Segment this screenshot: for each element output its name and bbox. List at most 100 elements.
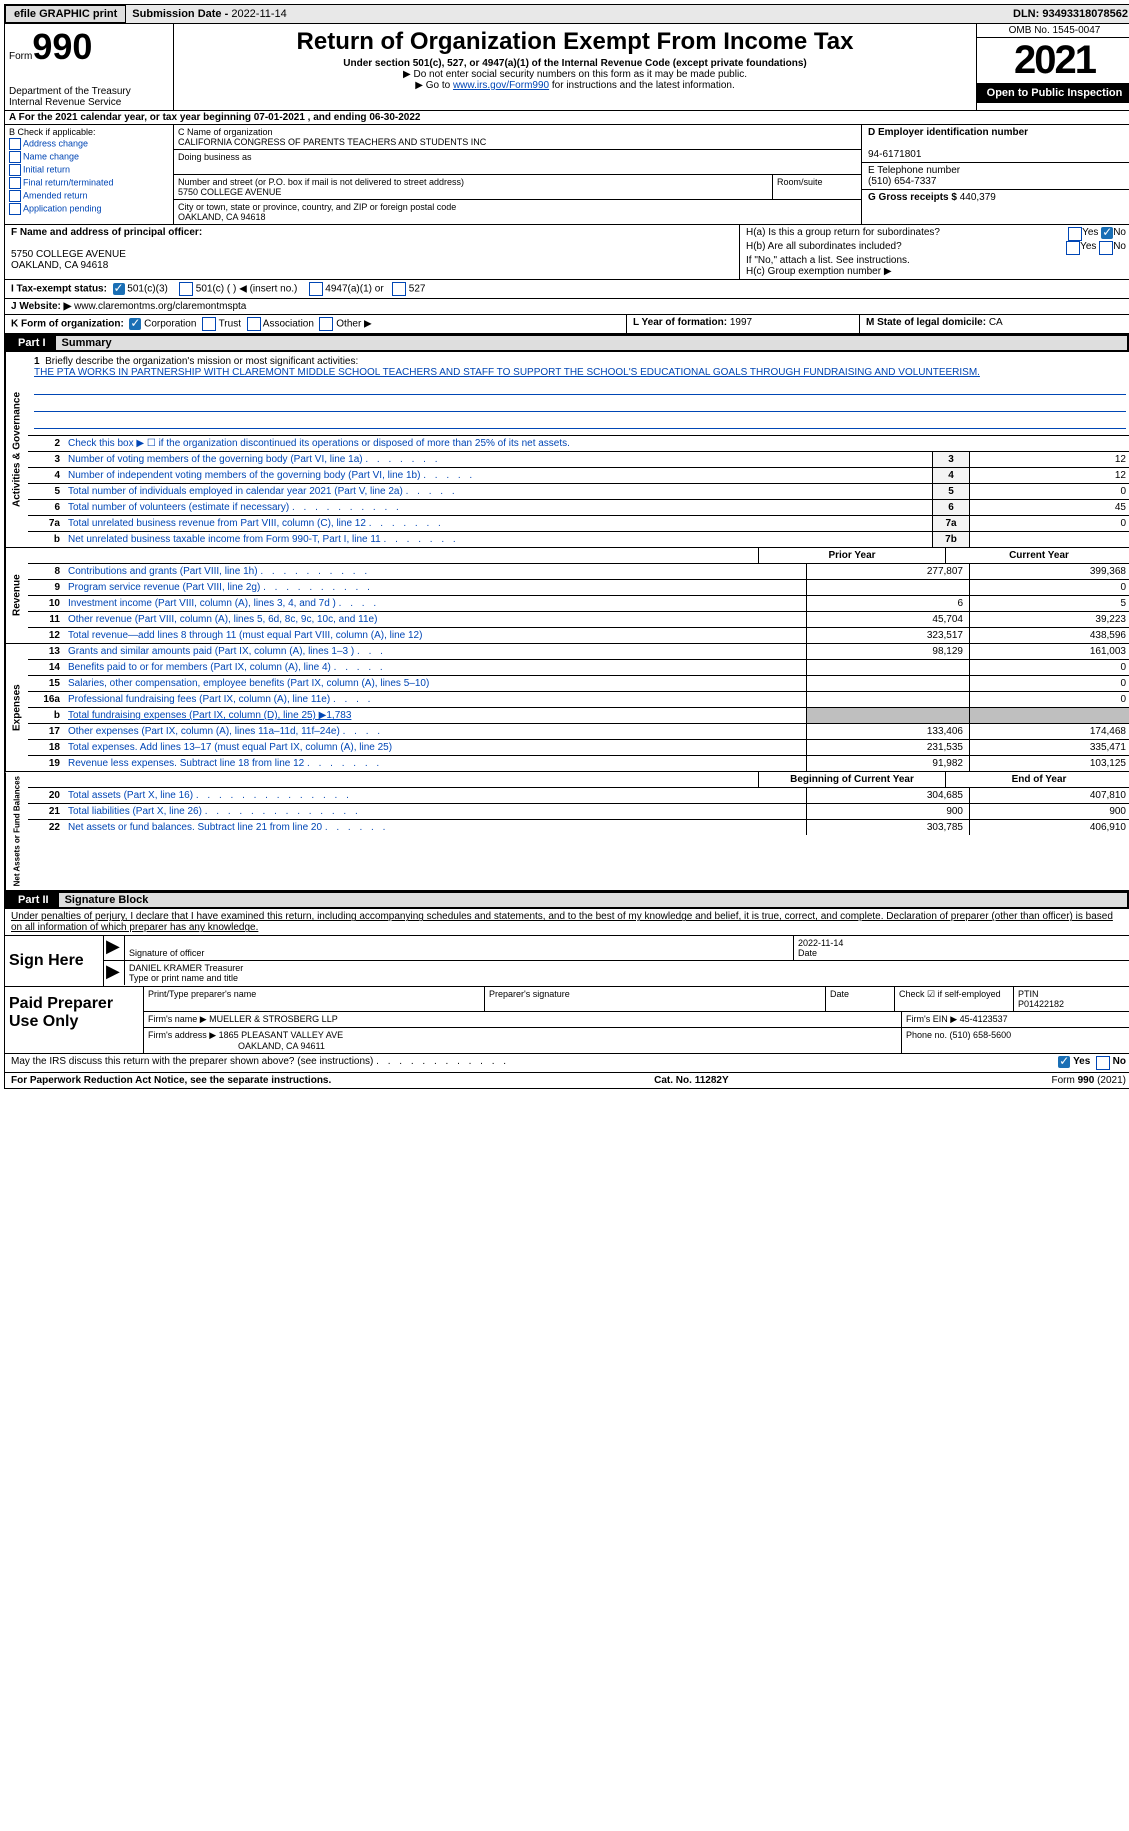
row-j-website: J Website: ▶ www.claremontms.org/claremo… xyxy=(4,299,1129,315)
cell-value: 900 xyxy=(969,804,1129,819)
value-line6: 45 xyxy=(969,500,1129,515)
col-h-group: H(a) Is this a group return for subordin… xyxy=(740,225,1129,279)
ptin-value: P01422182 xyxy=(1018,999,1064,1009)
value-line3: 12 xyxy=(969,452,1129,467)
cell-value: 900 xyxy=(806,804,969,819)
header-right: OMB No. 1545-0047 2021 Open to Public In… xyxy=(976,24,1129,110)
col-f-officer: F Name and address of principal officer:… xyxy=(5,225,740,279)
checkbox-icon[interactable] xyxy=(1096,1056,1110,1070)
cell-value: 0 xyxy=(969,580,1129,595)
officer-name: DANIEL KRAMER Treasurer xyxy=(129,963,243,973)
col-b-checkboxes: B Check if applicable: Address change Na… xyxy=(5,125,174,224)
value-line7a: 0 xyxy=(969,516,1129,531)
cell-value: 335,471 xyxy=(969,740,1129,755)
phone-value: (510) 654-7337 xyxy=(868,176,936,187)
cell-value: 161,003 xyxy=(969,644,1129,659)
checkbox-icon[interactable] xyxy=(9,203,21,215)
department: Department of the Treasury Internal Reve… xyxy=(9,86,169,108)
cell-value xyxy=(806,660,969,675)
cell-value: 399,368 xyxy=(969,564,1129,579)
checkbox-checked-icon[interactable] xyxy=(113,283,125,295)
checkbox-icon[interactable] xyxy=(9,177,21,189)
checkbox-icon[interactable] xyxy=(1099,241,1113,255)
checkbox-icon[interactable] xyxy=(319,317,333,331)
cell-value: 0 xyxy=(969,692,1129,707)
cell-value: 231,535 xyxy=(806,740,969,755)
checkbox-icon[interactable] xyxy=(309,282,323,296)
top-bar: efile GRAPHIC print Submission Date - 20… xyxy=(4,4,1129,24)
firm-address: 1865 PLEASANT VALLEY AVE xyxy=(219,1030,343,1040)
org-address: 5750 COLLEGE AVENUE xyxy=(178,187,768,197)
header-left: Form990 Department of the Treasury Inter… xyxy=(5,24,174,110)
cell-value: 103,125 xyxy=(969,756,1129,771)
cell-value: 91,982 xyxy=(806,756,969,771)
cell-value: 98,129 xyxy=(806,644,969,659)
row-fh: F Name and address of principal officer:… xyxy=(4,225,1129,280)
checkbox-icon[interactable] xyxy=(1068,227,1082,241)
cell-value: 0 xyxy=(969,660,1129,675)
cell-value: 174,468 xyxy=(969,724,1129,739)
cell-value: 407,810 xyxy=(969,788,1129,803)
part1-header: Part I Summary xyxy=(4,334,1129,352)
preparer-block: Paid Preparer Use Only Print/Type prepar… xyxy=(4,987,1129,1054)
cell-value xyxy=(806,580,969,595)
cell-value xyxy=(806,692,969,707)
row-i-tax-status: I Tax-exempt status: 501(c)(3) 501(c) ( … xyxy=(4,280,1129,299)
checkbox-icon[interactable] xyxy=(9,151,21,163)
website-value: www.claremontms.org/claremontmspta xyxy=(74,301,246,312)
cell-value: 438,596 xyxy=(969,628,1129,643)
side-label-governance: Activities & Governance xyxy=(5,352,28,547)
checkbox-icon[interactable] xyxy=(392,282,406,296)
cell-value: 323,517 xyxy=(806,628,969,643)
page-footer: For Paperwork Reduction Act Notice, see … xyxy=(4,1073,1129,1089)
irs-link[interactable]: www.irs.gov/Form990 xyxy=(453,80,549,91)
cell-value xyxy=(806,676,969,691)
cell-value: 304,685 xyxy=(806,788,969,803)
gross-receipts: 440,379 xyxy=(960,192,996,203)
part2-header: Part II Signature Block xyxy=(4,891,1129,909)
firm-ein: 45-4123537 xyxy=(960,1014,1008,1024)
submission-date: Submission Date - 2022-11-14 xyxy=(128,6,1009,22)
cell-value: 0 xyxy=(969,676,1129,691)
open-to-public: Open to Public Inspection xyxy=(977,83,1129,103)
checkbox-icon[interactable] xyxy=(9,190,21,202)
summary-net-assets: Net Assets or Fund Balances Beginning of… xyxy=(4,772,1129,891)
cell-value: 303,785 xyxy=(806,820,969,835)
checkbox-icon[interactable] xyxy=(9,164,21,176)
checkbox-icon[interactable] xyxy=(247,317,261,331)
row-klm: K Form of organization: Corporation Trus… xyxy=(4,315,1129,334)
checkbox-icon[interactable] xyxy=(179,282,193,296)
firm-phone: (510) 658-5600 xyxy=(950,1030,1012,1040)
gray-cell xyxy=(969,708,1129,723)
checkbox-icon[interactable] xyxy=(202,317,216,331)
side-label-expenses: Expenses xyxy=(5,644,28,771)
org-city: OAKLAND, CA 94618 xyxy=(178,212,857,222)
mission-line: 1 Briefly describe the organization's mi… xyxy=(28,352,1129,436)
checkbox-icon[interactable] xyxy=(1066,241,1080,255)
arrow-icon: ▶ xyxy=(104,936,124,960)
cell-value: 277,807 xyxy=(806,564,969,579)
omb-number: OMB No. 1545-0047 xyxy=(977,24,1129,38)
cell-value: 39,223 xyxy=(969,612,1129,627)
summary-revenue: Revenue Prior YearCurrent Year 8Contribu… xyxy=(4,548,1129,644)
sign-date: 2022-11-14 xyxy=(798,938,843,948)
row-a-tax-year: A For the 2021 calendar year, or tax yea… xyxy=(4,111,1129,125)
side-label-net-assets: Net Assets or Fund Balances xyxy=(5,772,28,890)
value-line5: 0 xyxy=(969,484,1129,499)
efile-button[interactable]: efile GRAPHIC print xyxy=(5,5,126,23)
checkbox-checked-icon[interactable] xyxy=(1101,227,1113,239)
checkbox-checked-icon[interactable] xyxy=(129,318,141,330)
form-header: Form990 Department of the Treasury Inter… xyxy=(4,24,1129,111)
checkbox-checked-icon[interactable] xyxy=(1058,1056,1070,1068)
cell-value: 406,910 xyxy=(969,820,1129,835)
summary-governance: Activities & Governance 1 Briefly descri… xyxy=(4,352,1129,548)
side-label-revenue: Revenue xyxy=(5,548,28,643)
cell-value: 45,704 xyxy=(806,612,969,627)
form-number: 990 xyxy=(32,26,92,67)
cell-value: 5 xyxy=(969,596,1129,611)
gray-cell xyxy=(806,708,969,723)
checkbox-icon[interactable] xyxy=(9,138,21,150)
col-de: D Employer identification number 94-6171… xyxy=(861,125,1129,224)
tax-year: 2021 xyxy=(977,38,1129,83)
discuss-row: May the IRS discuss this return with the… xyxy=(4,1054,1129,1073)
